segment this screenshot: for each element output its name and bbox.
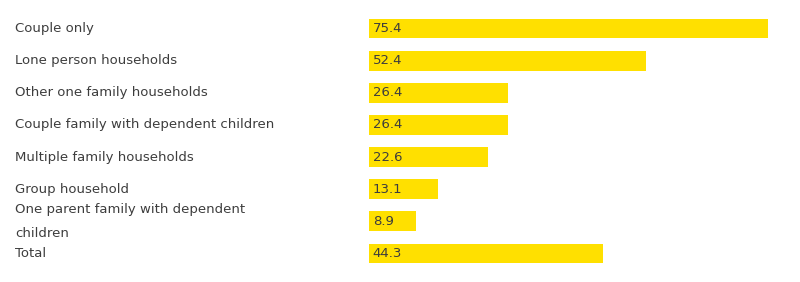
Bar [369, 51, 646, 70]
Text: Group household: Group household [15, 183, 130, 196]
Text: 44.3: 44.3 [373, 247, 402, 260]
Bar [369, 19, 768, 38]
Bar [369, 244, 603, 263]
Bar [369, 83, 508, 103]
Bar [369, 147, 488, 167]
Text: 26.4: 26.4 [373, 118, 402, 131]
Text: Couple only: Couple only [15, 22, 94, 35]
Text: One parent family with dependent: One parent family with dependent [15, 202, 246, 215]
Text: 75.4: 75.4 [373, 22, 402, 35]
Text: 22.6: 22.6 [373, 151, 402, 164]
Text: Total: Total [15, 247, 46, 260]
Text: 52.4: 52.4 [373, 54, 402, 67]
Text: Other one family households: Other one family households [15, 86, 208, 99]
Text: Couple family with dependent children: Couple family with dependent children [15, 118, 274, 131]
Text: 8.9: 8.9 [373, 215, 394, 228]
Bar [369, 115, 508, 135]
Text: 13.1: 13.1 [373, 183, 402, 196]
Bar [369, 179, 438, 199]
Text: Lone person households: Lone person households [15, 54, 178, 67]
Text: Multiple family households: Multiple family households [15, 151, 194, 164]
Text: 26.4: 26.4 [373, 86, 402, 99]
Bar [369, 212, 416, 231]
Text: children: children [15, 227, 69, 240]
